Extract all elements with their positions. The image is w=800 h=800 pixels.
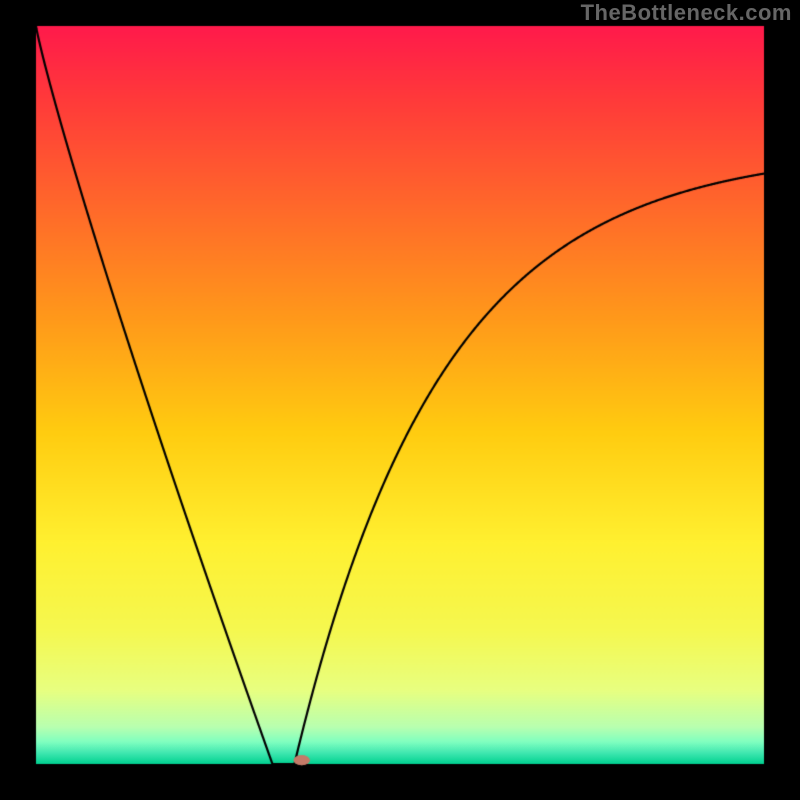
chart-container: TheBottleneck.com <box>0 0 800 800</box>
bottleneck-chart-canvas <box>0 0 800 800</box>
watermark-text: TheBottleneck.com <box>581 0 792 26</box>
